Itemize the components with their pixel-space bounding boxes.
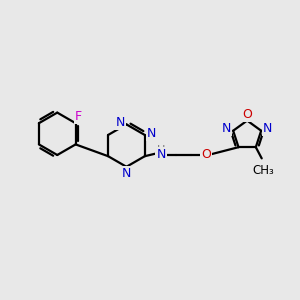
Text: O: O [242, 108, 252, 121]
Text: N: N [222, 122, 231, 135]
Text: N: N [147, 127, 156, 140]
Text: CH₃: CH₃ [252, 164, 274, 177]
Text: H: H [157, 145, 165, 155]
Text: N: N [122, 167, 131, 180]
Text: F: F [75, 110, 82, 123]
Text: N: N [115, 116, 125, 129]
Text: O: O [201, 148, 211, 161]
Text: N: N [263, 122, 272, 135]
Text: N: N [156, 148, 166, 161]
